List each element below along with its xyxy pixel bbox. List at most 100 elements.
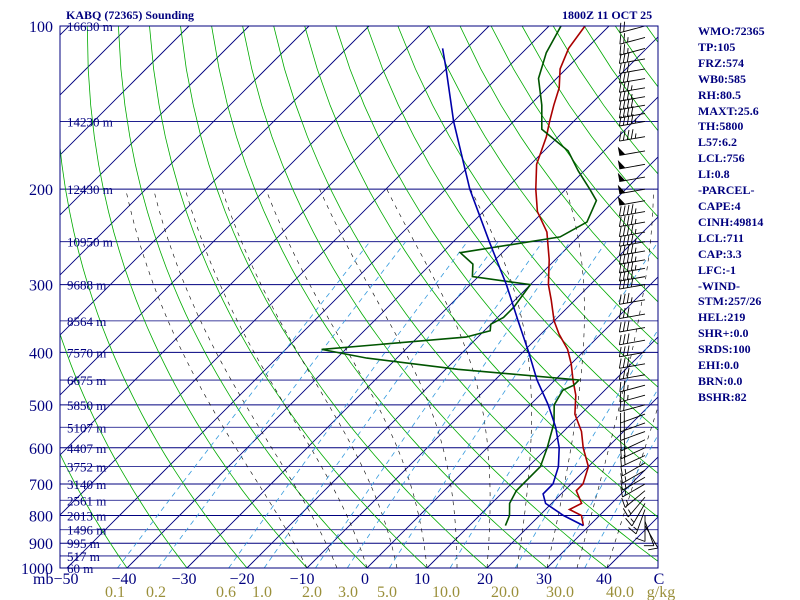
wind-barb-flag — [619, 45, 622, 56]
wind-barb-flag — [626, 333, 630, 344]
dry-adiabat-line — [180, 26, 488, 568]
wind-barb-half-flag — [627, 384, 629, 390]
mixing-ratio-unit-label: g/kg — [647, 584, 675, 600]
height-label: 2561 m — [67, 493, 106, 508]
height-label: 14230 m — [67, 114, 113, 129]
wind-barb-flag — [623, 400, 626, 411]
wind-barb-shaft — [619, 200, 646, 206]
dewpoint-profile — [321, 26, 598, 526]
wind-barb-flag — [618, 294, 622, 305]
wind-barb-flag — [626, 62, 630, 73]
wind-barb — [618, 307, 646, 320]
wind-barb — [620, 447, 646, 460]
wind-barb-flag — [618, 346, 622, 357]
height-label: 3140 m — [67, 477, 106, 492]
wind-barb-pennant — [617, 184, 626, 194]
wind-barb — [635, 515, 646, 542]
wind-barb-half-flag — [634, 247, 637, 253]
wind-barb-half-flag — [630, 518, 635, 523]
temperature-profile — [534, 26, 590, 526]
dry-adiabat-line — [86, 26, 308, 568]
wind-barb-pennant — [617, 146, 626, 156]
wind-barb-flag — [622, 346, 626, 357]
wind-barb-flag — [618, 63, 622, 74]
wind-barb — [620, 420, 646, 433]
pressure-tick-label: 200 — [29, 182, 53, 199]
wind-barb — [617, 196, 646, 206]
wind-barb-flag — [626, 234, 630, 245]
dry-adiabat-line — [242, 26, 608, 568]
mixing-ratio-line — [555, 388, 658, 568]
mixing-ratio-line — [388, 241, 607, 568]
isotherm-line — [60, 26, 370, 336]
temperature-tick-label: −50 — [53, 571, 78, 588]
stat-line: EHI:0.0 — [698, 358, 740, 373]
wind-barb-half-flag — [627, 48, 629, 54]
wind-barb-flag — [619, 391, 622, 403]
wind-barb-half-flag — [624, 490, 627, 496]
stat-line: LFC:-1 — [698, 262, 736, 277]
wind-barb-half-flag — [634, 256, 637, 262]
wind-barb-flag — [622, 62, 626, 73]
mixing-ratio-line — [315, 241, 543, 568]
wind-barb-flag — [618, 369, 622, 380]
wind-barb-half-flag — [634, 228, 637, 234]
dry-adiabat-line — [60, 143, 248, 568]
height-label: 1496 m — [67, 523, 106, 538]
mixing-ratio-line — [157, 241, 407, 568]
wind-barb-flag — [630, 129, 634, 140]
wind-barb-half-flag — [634, 265, 637, 271]
wind-barb — [619, 33, 646, 45]
pressure-unit-label: mb — [33, 571, 53, 588]
wind-barb-flag — [622, 225, 626, 236]
wind-barb-half-flag — [630, 297, 633, 303]
wind-barb-shaft — [644, 525, 659, 549]
wind-barb-flag — [626, 320, 630, 331]
temperature-tick-label: −40 — [111, 571, 136, 588]
wind-barb-flag — [618, 216, 622, 227]
wind-barb-flag — [625, 518, 633, 527]
pressure-tick-label: 100 — [29, 19, 53, 36]
stat-line: CAPE:4 — [698, 198, 741, 213]
wind-barb — [620, 469, 646, 484]
wind-barb — [618, 80, 646, 93]
dry-adiabat-line — [273, 26, 658, 562]
wind-barb-flag — [628, 527, 637, 535]
wind-barb — [618, 260, 646, 274]
mixing-ratio-line — [117, 241, 371, 568]
wind-barb — [618, 357, 646, 369]
wind-barb — [620, 476, 646, 491]
wind-barb-flag — [619, 401, 622, 412]
wind-barb-flag — [626, 244, 630, 255]
stat-line: FRZ:574 — [698, 55, 744, 70]
wind-barb — [618, 252, 646, 265]
stat-line: -WIND- — [698, 278, 740, 293]
stats-panel: WMO:72365 TP:105 FRZ:574 WB0:585 RH:80.5 MAXT… — [698, 24, 798, 406]
wind-barb-flag — [618, 334, 622, 345]
stat-line: WB0:585 — [698, 71, 746, 86]
moist-adiabat-line — [125, 189, 308, 568]
mixing-ratio-line — [228, 241, 468, 568]
height-label: 517 m — [67, 549, 100, 564]
temperature-tick-label: −20 — [229, 571, 254, 588]
stat-line: L57:6.2 — [698, 135, 737, 150]
moist-adiabat-line — [546, 189, 585, 568]
wind-barb — [619, 390, 646, 403]
stat-line: CINH:49814 — [698, 214, 764, 229]
height-label: 6675 m — [67, 373, 106, 388]
pressure-tick-label: 1000 — [21, 561, 53, 578]
isotherm-line — [126, 36, 658, 568]
wind-barb-flag — [618, 308, 622, 319]
wind-barb — [618, 97, 646, 111]
wind-barb — [618, 345, 646, 358]
wind-barb — [618, 320, 646, 333]
isotherm-line — [246, 156, 658, 568]
pressure-tick-label: 900 — [29, 536, 53, 553]
wind-barb-flag — [621, 497, 626, 508]
wind-barb-flag — [626, 89, 630, 100]
pressure-tick-label: 700 — [29, 477, 53, 494]
wind-barb-flag — [622, 321, 626, 332]
isotherm-line — [60, 26, 490, 456]
wind-barb-half-flag — [634, 118, 637, 124]
wind-barb-flag — [626, 261, 630, 272]
